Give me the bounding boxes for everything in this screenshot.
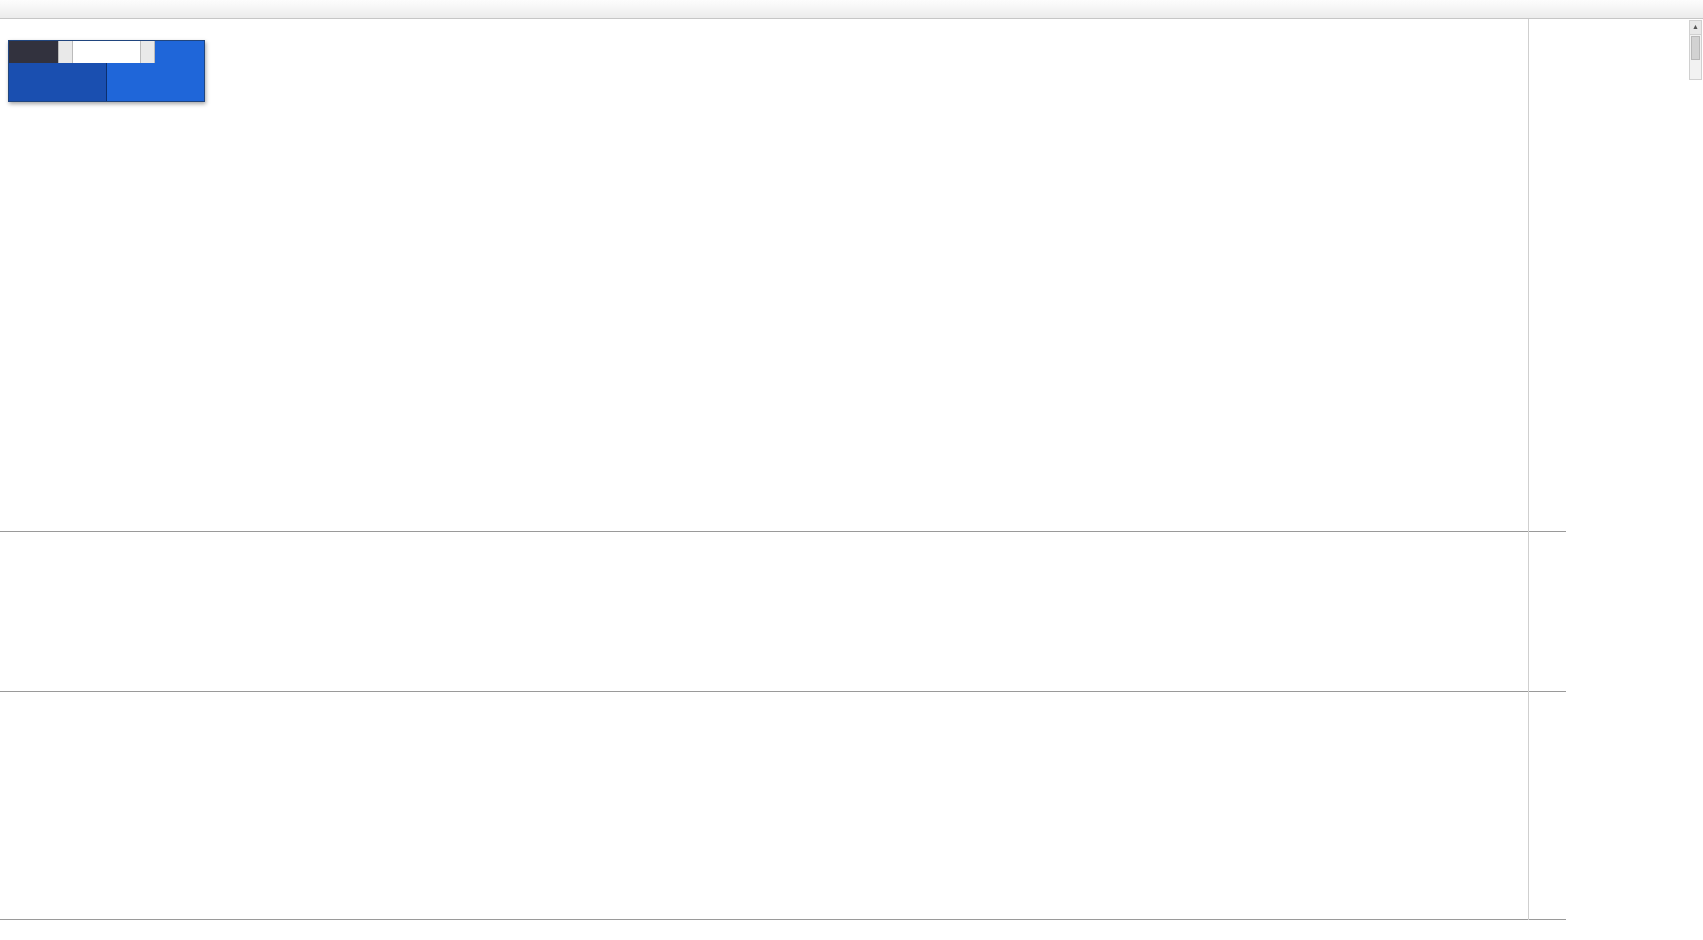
rsi-indicator-label: [6, 696, 11, 707]
macd-indicator-label: [6, 536, 16, 547]
price-chart-canvas[interactable]: [0, 19, 1528, 532]
toolbar: [0, 0, 1703, 19]
volume-input[interactable]: [73, 41, 140, 63]
rsi-panel-separator[interactable]: [0, 691, 1566, 692]
right-gutter: [1591, 19, 1703, 940]
sell-price-display[interactable]: [9, 63, 107, 101]
volume-decrease-button[interactable]: [58, 41, 73, 63]
scroll-up-icon[interactable]: ▲: [1690, 21, 1701, 35]
vertical-scrollbar[interactable]: ▲: [1689, 20, 1702, 80]
chart-ohlc-header: [6, 24, 8, 35]
buy-button[interactable]: [155, 41, 204, 63]
macd-panel-separator[interactable]: [0, 531, 1566, 532]
scrollbar-thumb[interactable]: [1691, 36, 1700, 60]
sell-button[interactable]: [9, 41, 58, 63]
rsi-panel-canvas[interactable]: [0, 692, 1528, 919]
buy-price-display[interactable]: [107, 63, 204, 101]
volume-increase-button[interactable]: [140, 41, 155, 63]
time-axis[interactable]: [0, 920, 1566, 940]
one-click-trading-panel: [8, 40, 205, 102]
time-axis-separator: [0, 919, 1566, 920]
macd-panel-canvas[interactable]: [0, 532, 1528, 691]
price-axis[interactable]: [1528, 0, 1591, 940]
